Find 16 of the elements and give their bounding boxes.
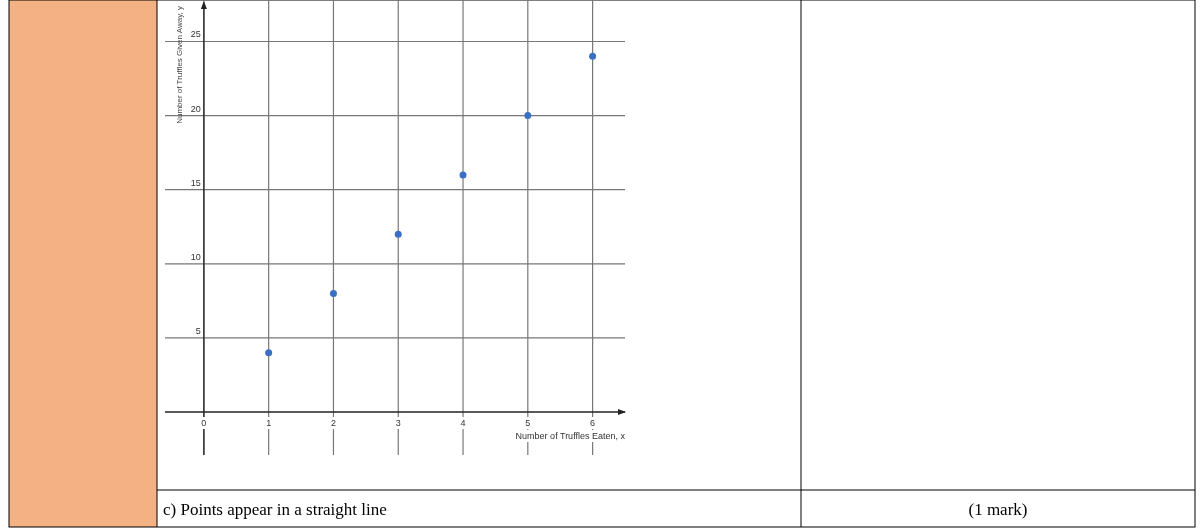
x-tick-label: 1 [266,418,272,429]
x-tick-label: 3 [395,418,401,429]
x-tick-label: 6 [590,418,596,429]
x-tick-label: 2 [330,418,336,429]
x-tick-label: 5 [525,418,531,429]
x-tick-label: 0 [201,418,207,429]
text: (1 mark) [968,500,1028,519]
y-tick-label: 10 [190,251,201,262]
y-tick-label: 5 [195,325,201,336]
y-tick-label: 15 [190,177,201,188]
x-axis-title: Number of Truffles Eaten, x [515,431,626,442]
y-tick-label: 20 [190,103,201,114]
y-axis-title: Number of Truffles Given Away, y [174,6,184,124]
y-tick-label: 25 [190,29,201,40]
text: c) Points appear in a straight line [163,500,387,519]
x-tick-label: 4 [460,418,466,429]
